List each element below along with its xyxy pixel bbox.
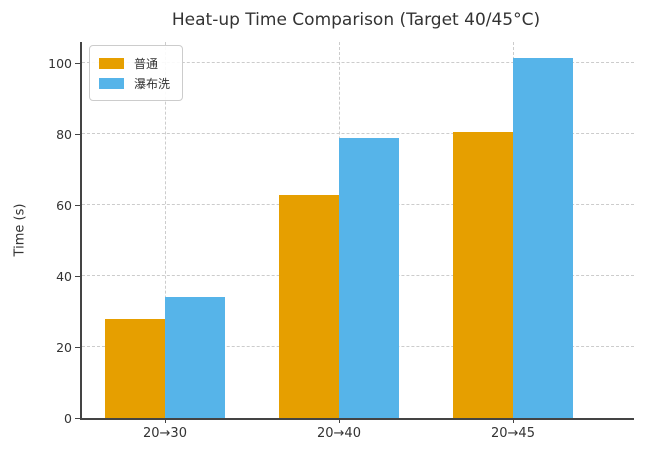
legend-swatch-icon	[99, 57, 124, 69]
y-tick-mark	[75, 63, 80, 65]
y-tick-label: 0	[64, 411, 72, 426]
plot-area: 普通瀑布洗 0 20 40 60 80 100 20→30 20→40 20→45	[48, 42, 634, 441]
x-tick-mark	[165, 418, 166, 423]
legend-swatch-icon	[99, 77, 124, 89]
x-tick-label: 20→40	[317, 426, 361, 441]
y-axis-label: Time (s)	[12, 203, 28, 257]
legend-label: 普通	[134, 56, 159, 71]
y-tick-mark	[75, 134, 80, 136]
x-tick-mark	[339, 418, 340, 423]
x-tick-label: 20→45	[491, 426, 535, 441]
y-tick-label: 100	[48, 56, 72, 72]
legend-label: 瀑布洗	[134, 76, 171, 91]
x-tick-mark	[513, 418, 514, 423]
x-gridline	[165, 42, 166, 418]
y-tick-label: 80	[56, 127, 72, 143]
y-tick-mark	[75, 205, 80, 207]
y-tick-label: 60	[56, 198, 72, 214]
bar-瀑布洗-20→30	[165, 297, 225, 418]
y-gridline	[82, 133, 634, 135]
legend-entry: 普通	[99, 53, 170, 73]
x-tick-label: 20→30	[143, 426, 187, 441]
bar-瀑布洗-20→40	[339, 137, 399, 418]
y-tick-label: 20	[56, 340, 72, 356]
y-tick-mark	[75, 276, 80, 278]
y-tick-label: 40	[56, 269, 72, 285]
bar-瀑布洗-20→45	[513, 57, 573, 418]
y-tick-mark	[75, 418, 80, 419]
chart-title: Heat-up Time Comparison (Target 40/45°C)	[171, 10, 541, 30]
legend: 普通 瀑布洗	[89, 45, 184, 101]
bar-普通-20→40	[279, 194, 339, 418]
legend-entry: 瀑布洗	[99, 73, 170, 93]
bar-普通-20→45	[453, 132, 513, 418]
y-tick-mark	[75, 347, 80, 349]
y-gridline	[82, 62, 634, 64]
bar-普通-20→30	[105, 318, 165, 418]
